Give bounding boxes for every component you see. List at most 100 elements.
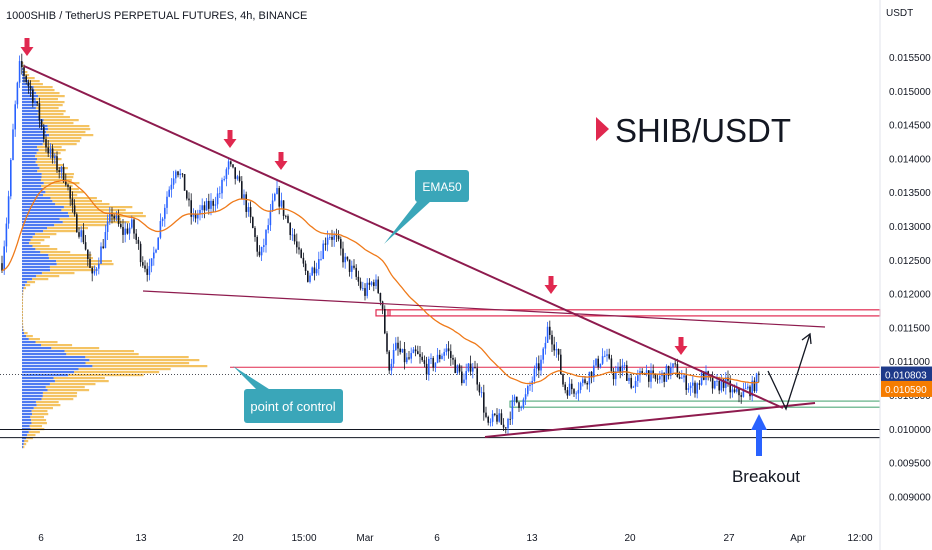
candlestick-series[interactable] [1,53,760,435]
volume-profile-bar [43,119,79,122]
candle-body [291,234,294,236]
candle-body [346,256,349,260]
y-tick-label: 0.012000 [889,290,931,301]
volume-profile-bar [66,353,139,356]
candle-body [362,288,364,289]
candle-body [375,279,377,287]
candle-body [170,184,173,190]
candle-body [478,384,481,393]
candle-body [392,349,395,364]
x-tick-label: 15:00 [291,533,316,544]
candle-body [417,351,419,355]
candle-body [335,235,338,237]
candle-body [82,230,85,243]
volume-profile-bar [22,173,42,176]
volume-profile-bar [22,227,48,230]
candle-body [199,210,201,215]
candle-body [696,383,698,394]
volume-profile-bar [22,446,23,449]
candle-body [164,207,166,219]
candle-body [1,263,3,271]
candle-body [500,413,503,425]
candle-body [210,200,212,209]
volume-profile-bar [74,371,160,374]
candle-body [113,216,115,219]
x-tick-label: 27 [723,533,735,544]
volume-profile-bar [48,254,92,257]
candle-body [161,218,164,222]
volume-profile-bar [22,230,44,233]
volume-profile-bar [36,92,60,95]
candle-body [711,377,714,389]
volume-profile-bar [22,392,43,395]
projection-arrow [767,333,811,411]
down-arrow-icon [674,337,688,355]
time-axis[interactable]: 6 13 20 15:00 Mar 6 13 20 27 Apr 12:00 [38,533,873,544]
candle-body [401,348,404,353]
candle-body [689,385,692,389]
volume-profile-bar [22,308,24,311]
candle-body [621,365,624,373]
x-tick-label: 13 [526,533,538,544]
candle-body [456,365,459,373]
candle-body [225,169,228,179]
candle-body [634,380,637,387]
volume-profile-bar [22,155,36,158]
candle-body [307,270,309,282]
candle-body [694,382,696,394]
volume-profile-bar [22,284,26,287]
volume-profile-bar [78,368,171,371]
candle-body [421,356,423,361]
volume-profile-bar [22,254,49,257]
volume-profile-bar [38,110,66,113]
volume-profile-bar [34,89,55,92]
volume-profile-bar [26,77,35,80]
volume-profile-bar [22,314,24,317]
volume-profile-bar [22,413,32,416]
symbol-header[interactable]: 1000SHIB / TetherUS PERPETUAL FUTURES, 4… [6,10,308,22]
candle-body [557,348,560,355]
volume-profile-bar [22,206,64,209]
candle-body [436,354,439,363]
volume-profile-bar [22,302,24,305]
candle-body [342,248,344,263]
volume-profile-bar [89,359,200,362]
down-arrow-icon [544,276,558,294]
x-tick-label: 20 [624,533,636,544]
candle-body [326,237,329,245]
volume-profile-bar [56,260,112,263]
volume-profile-bar [22,287,24,290]
volume-profile-bar [54,380,109,383]
volume-profile-bar [42,194,78,197]
volume-profile-bar [47,128,91,131]
volume-profile-bar [22,374,69,377]
candle-body [188,198,190,201]
price-badges: 0.01080303:51:590.010590 [881,366,932,397]
volume-profile-bar [31,410,48,413]
candle-body [650,370,652,382]
volume-profile-bar [26,281,36,284]
volume-profile-bar [25,284,31,287]
candle-body [100,246,102,264]
candle-body [445,348,448,353]
candle-body [586,382,588,385]
candle-body [546,326,549,343]
volume-profile-bar [35,155,57,158]
candle-body [38,103,41,121]
candle-body [102,246,104,249]
candle-body [172,178,175,185]
volume-profile-bar [26,335,33,338]
annotations: EMA50 point of control Breakout SHIB/USD… [233,112,812,486]
volume-profile-bar [42,392,78,395]
candle-body [234,167,236,179]
volume-profile-bar [22,389,48,392]
candle-body [302,257,305,264]
volume-profile-bar [35,161,58,164]
ema-label-pointer [384,198,432,244]
candle-body [560,354,562,375]
candle-body [359,281,362,289]
projection-arrowhead [801,332,812,345]
volume-profile-bar [30,416,44,419]
candle-body [186,190,188,199]
